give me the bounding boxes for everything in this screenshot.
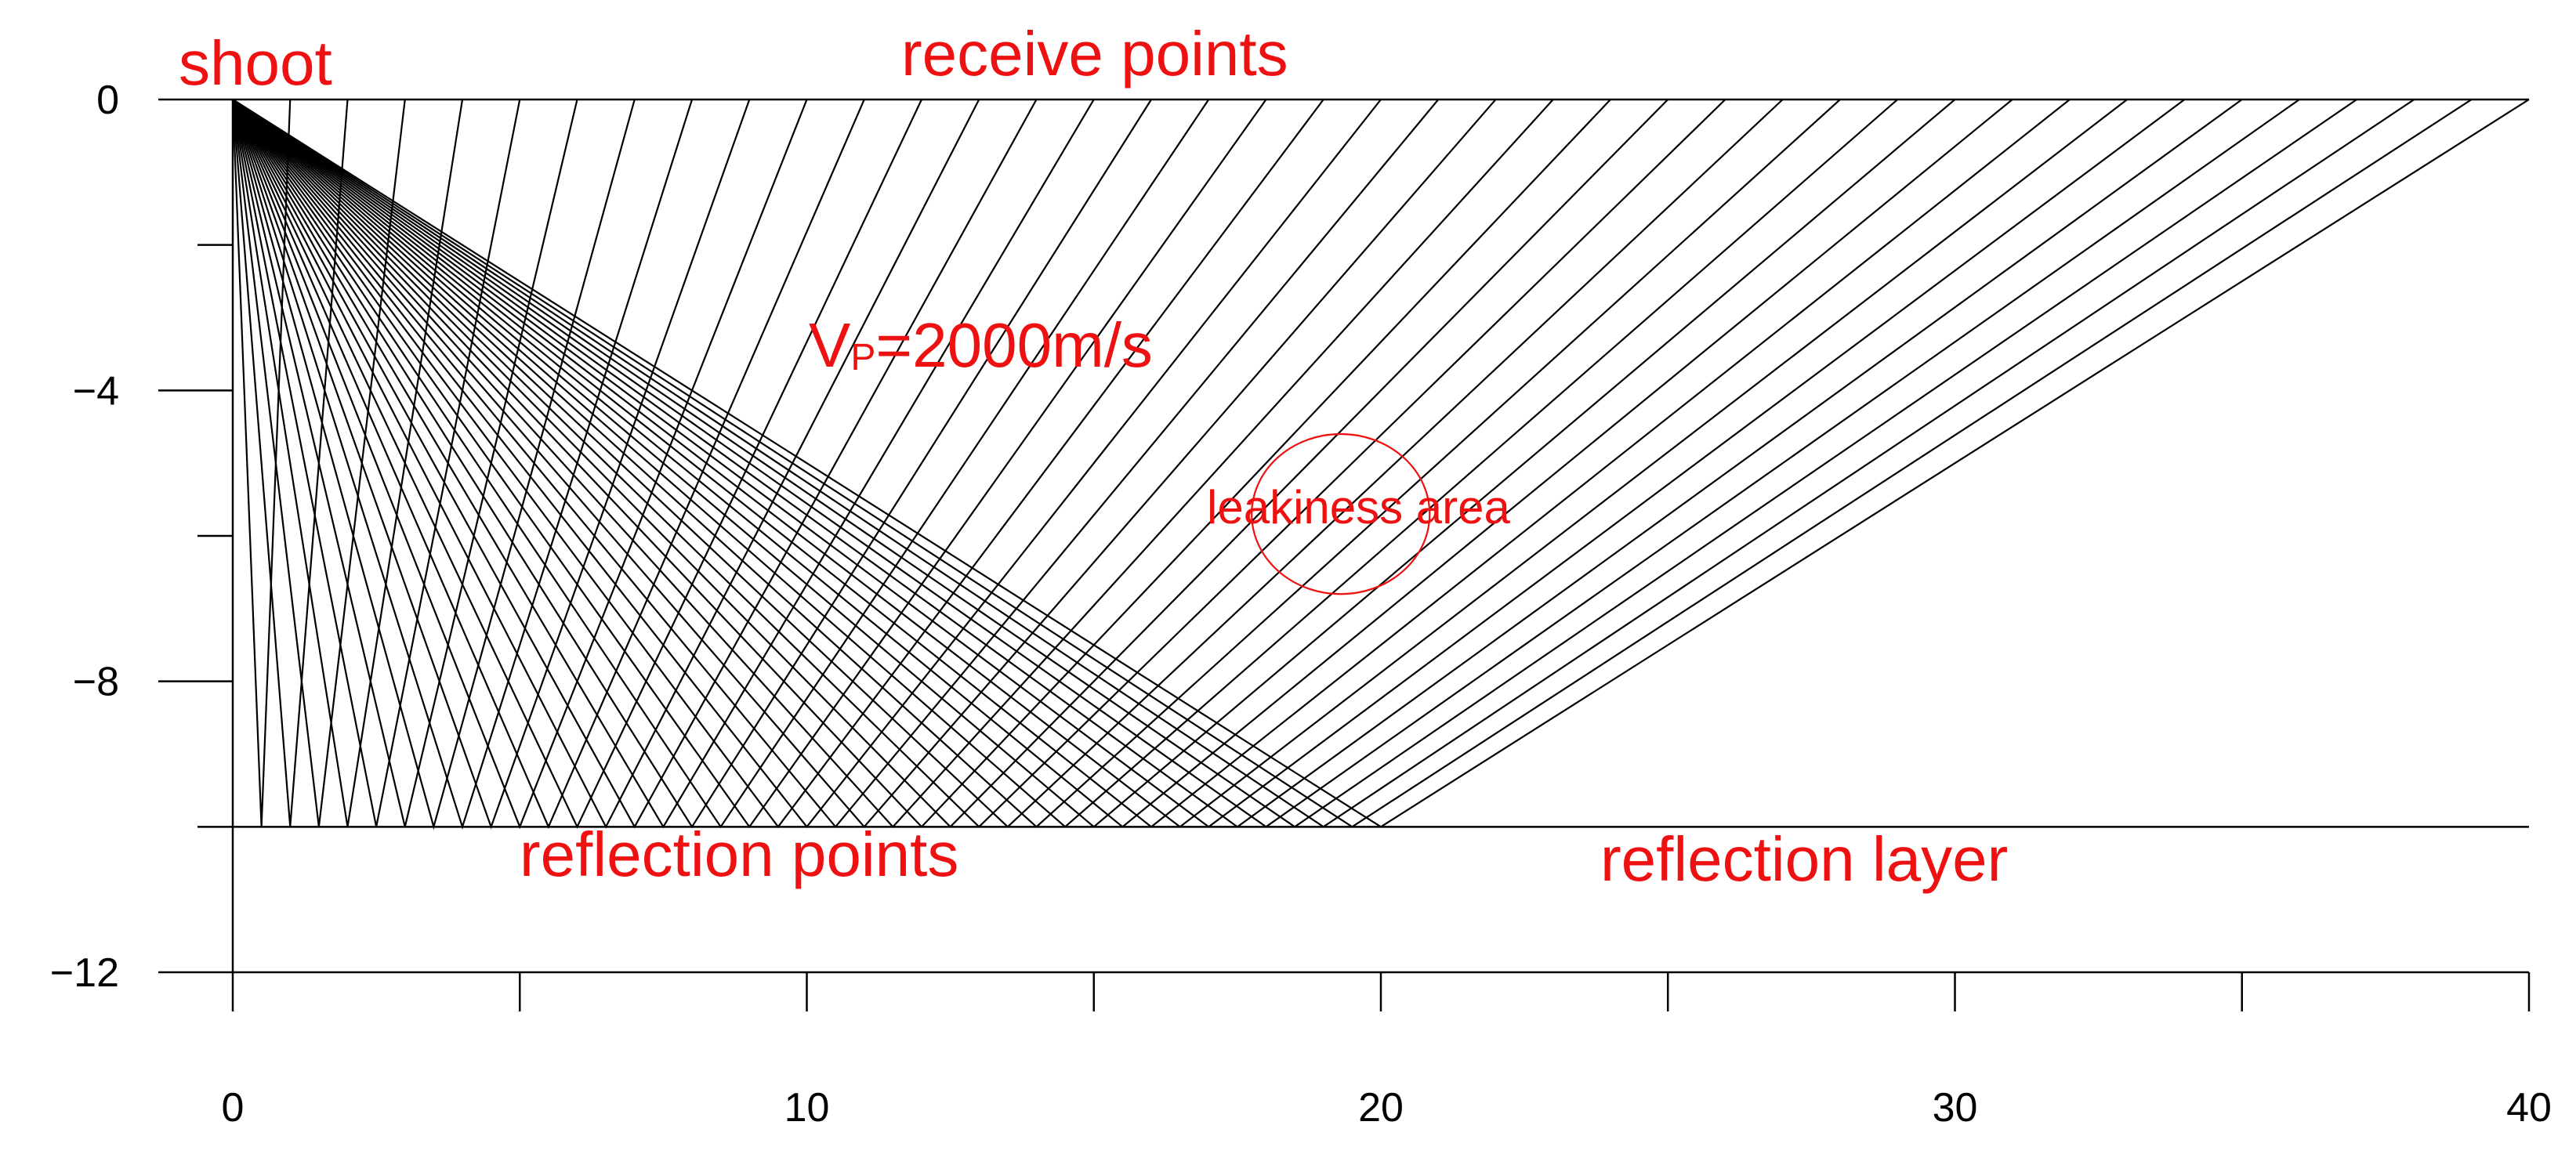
axes: 0 −4 −8 −12 0 10 20 30 40 — [50, 78, 2552, 1131]
annotations: shoot receive points VP=2000m/s leakines… — [179, 19, 2008, 894]
ray-path — [232, 99, 1841, 828]
ray-path — [232, 99, 2071, 828]
reflection-points-label: reflection points — [520, 819, 958, 889]
ray-path — [232, 99, 1898, 828]
ray-path — [232, 99, 1497, 829]
leakiness-area-label: leakiness area — [1207, 481, 1511, 534]
ray-path — [232, 99, 2013, 828]
x-tick-label: 40 — [2506, 1085, 2552, 1131]
y-tick-label: −8 — [73, 660, 119, 705]
x-tick-label: 20 — [1358, 1085, 1404, 1131]
velocity-label: VP=2000m/s — [809, 310, 1153, 380]
ray-path — [232, 99, 2415, 828]
velocity-symbol: V — [809, 310, 851, 380]
y-tick-label: −12 — [50, 950, 119, 996]
x-tick-label: 10 — [784, 1085, 830, 1131]
shoot-label: shoot — [179, 28, 332, 98]
ray-path — [232, 99, 1726, 828]
leakiness-circle — [1251, 432, 1431, 595]
reflection-layer-label: reflection layer — [1600, 824, 2008, 894]
y-tick-label: −4 — [73, 368, 119, 414]
y-tick-label: 0 — [96, 78, 119, 123]
receive-points-label: receive points — [901, 19, 1288, 89]
velocity-subscript: P — [850, 337, 875, 378]
x-tick-label: 0 — [222, 1085, 245, 1131]
rays — [231, 99, 2530, 830]
x-tick-label: 30 — [1933, 1085, 1978, 1131]
velocity-value: =2000m/s — [875, 310, 1153, 380]
